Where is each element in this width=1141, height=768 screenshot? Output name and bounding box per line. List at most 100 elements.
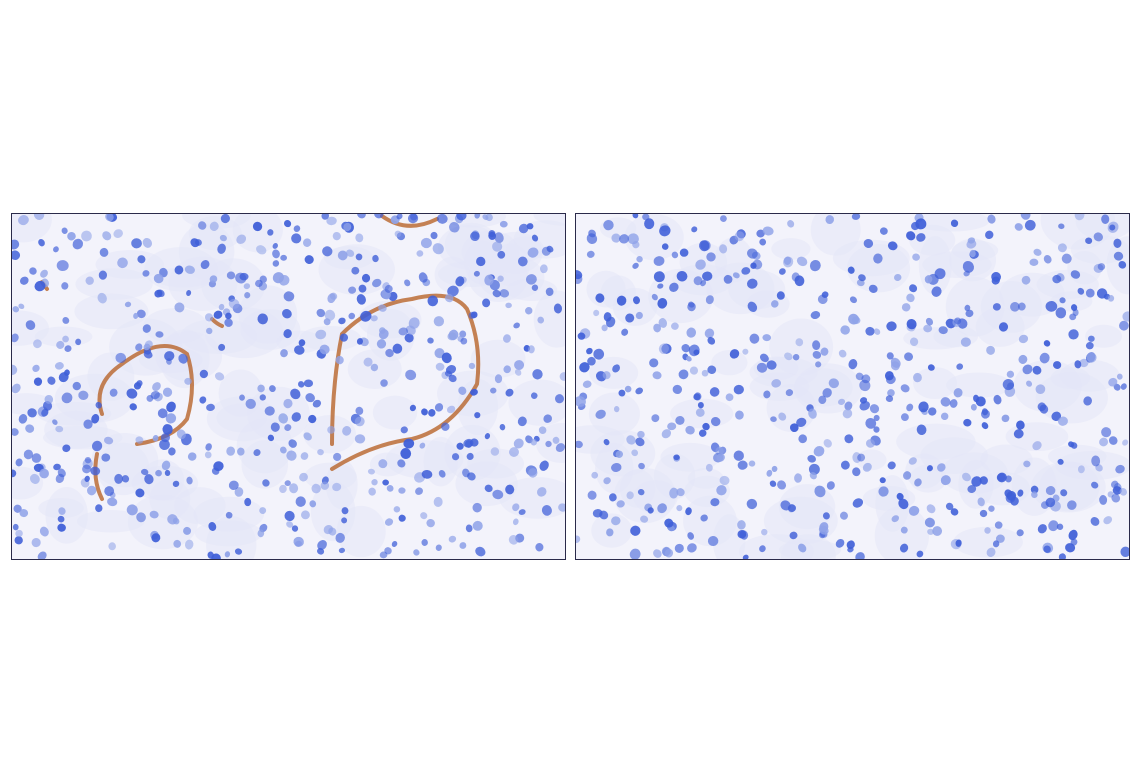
nucleus bbox=[476, 256, 486, 267]
nucleus bbox=[460, 337, 468, 345]
nucleus bbox=[615, 450, 623, 459]
nucleus bbox=[960, 337, 971, 347]
nucleus bbox=[397, 459, 406, 468]
nucleus bbox=[426, 518, 435, 528]
nucleus bbox=[644, 218, 655, 230]
nucleus bbox=[284, 510, 295, 522]
nucleus bbox=[991, 276, 1000, 285]
nucleus bbox=[98, 270, 108, 280]
nucleus bbox=[81, 230, 92, 242]
cytoplasm bbox=[533, 214, 565, 226]
nucleus bbox=[635, 437, 645, 447]
nucleus bbox=[1119, 320, 1129, 331]
nucleus bbox=[528, 468, 538, 478]
nucleus bbox=[133, 312, 139, 320]
nucleus bbox=[354, 416, 365, 427]
nucleus bbox=[679, 248, 689, 257]
nucleus bbox=[1099, 437, 1109, 447]
nucleus bbox=[928, 407, 937, 416]
nucleus bbox=[404, 333, 414, 343]
nucleus bbox=[136, 309, 146, 319]
nucleus bbox=[218, 303, 225, 311]
nucleus bbox=[109, 388, 118, 397]
nucleus bbox=[873, 426, 880, 433]
nucleus bbox=[436, 214, 448, 224]
nucleus bbox=[490, 447, 500, 456]
nucleus bbox=[234, 487, 244, 497]
nucleus bbox=[739, 530, 749, 540]
nucleus bbox=[559, 372, 565, 381]
nucleus bbox=[1045, 486, 1056, 496]
nucleus bbox=[539, 460, 549, 471]
nucleus bbox=[237, 447, 245, 456]
nucleus bbox=[298, 381, 305, 388]
nucleus bbox=[142, 238, 153, 248]
cytoplasm bbox=[918, 236, 952, 295]
nucleus bbox=[40, 269, 48, 278]
nucleus bbox=[280, 254, 288, 261]
nucleus bbox=[272, 243, 278, 249]
nucleus bbox=[488, 231, 497, 240]
nucleus bbox=[470, 311, 478, 319]
nucleus bbox=[998, 322, 1009, 332]
nucleus bbox=[372, 254, 379, 263]
cytoplasm bbox=[660, 442, 720, 472]
nucleus bbox=[807, 455, 816, 463]
nucleus bbox=[863, 238, 874, 249]
nucleus bbox=[1031, 491, 1038, 499]
nucleus bbox=[687, 543, 697, 553]
nucleus bbox=[200, 260, 210, 270]
nucleus bbox=[15, 529, 23, 538]
nucleus bbox=[33, 339, 42, 349]
nucleus bbox=[354, 434, 366, 444]
nucleus bbox=[938, 326, 948, 335]
nucleus bbox=[1108, 436, 1118, 445]
nucleus bbox=[1074, 360, 1082, 369]
nucleus bbox=[822, 388, 832, 398]
nucleus bbox=[924, 517, 936, 528]
nucleus bbox=[1111, 493, 1121, 503]
nucleus bbox=[970, 403, 977, 411]
nucleus bbox=[228, 480, 239, 490]
nucleus bbox=[527, 247, 539, 258]
nucleus bbox=[962, 472, 971, 482]
nucleus bbox=[1048, 520, 1059, 532]
nucleus bbox=[1101, 427, 1112, 438]
nucleus bbox=[593, 309, 600, 317]
nucleus bbox=[329, 292, 338, 300]
nucleus bbox=[513, 322, 520, 329]
micrograph-left-image bbox=[12, 214, 565, 559]
nucleus bbox=[587, 356, 596, 366]
nucleus bbox=[348, 312, 356, 320]
nucleus bbox=[243, 283, 251, 290]
nucleus bbox=[940, 475, 951, 486]
nucleus bbox=[384, 518, 394, 526]
nucleus bbox=[953, 388, 963, 398]
nucleus bbox=[955, 539, 962, 547]
nucleus bbox=[543, 414, 553, 423]
nucleus bbox=[796, 256, 808, 267]
cytoplasm bbox=[323, 246, 374, 270]
nucleus bbox=[358, 284, 367, 293]
nucleus bbox=[531, 234, 539, 242]
nucleus bbox=[333, 452, 342, 462]
nucleus bbox=[915, 218, 927, 230]
nucleus bbox=[39, 526, 49, 537]
nucleus bbox=[84, 456, 92, 464]
nucleus bbox=[1077, 287, 1085, 295]
nucleus bbox=[661, 429, 672, 439]
nucleus bbox=[236, 234, 247, 245]
nucleus bbox=[769, 480, 777, 487]
nucleus bbox=[1006, 370, 1015, 378]
nucleus bbox=[932, 526, 943, 536]
nucleus bbox=[25, 320, 36, 331]
nucleus bbox=[601, 324, 608, 332]
nucleus bbox=[135, 488, 145, 498]
nucleus bbox=[1043, 255, 1052, 264]
nucleus bbox=[447, 285, 459, 297]
nucleus bbox=[385, 348, 394, 358]
nucleus bbox=[530, 392, 538, 400]
nucleus bbox=[320, 481, 330, 490]
nucleus bbox=[701, 369, 709, 377]
nucleus bbox=[1113, 238, 1122, 248]
